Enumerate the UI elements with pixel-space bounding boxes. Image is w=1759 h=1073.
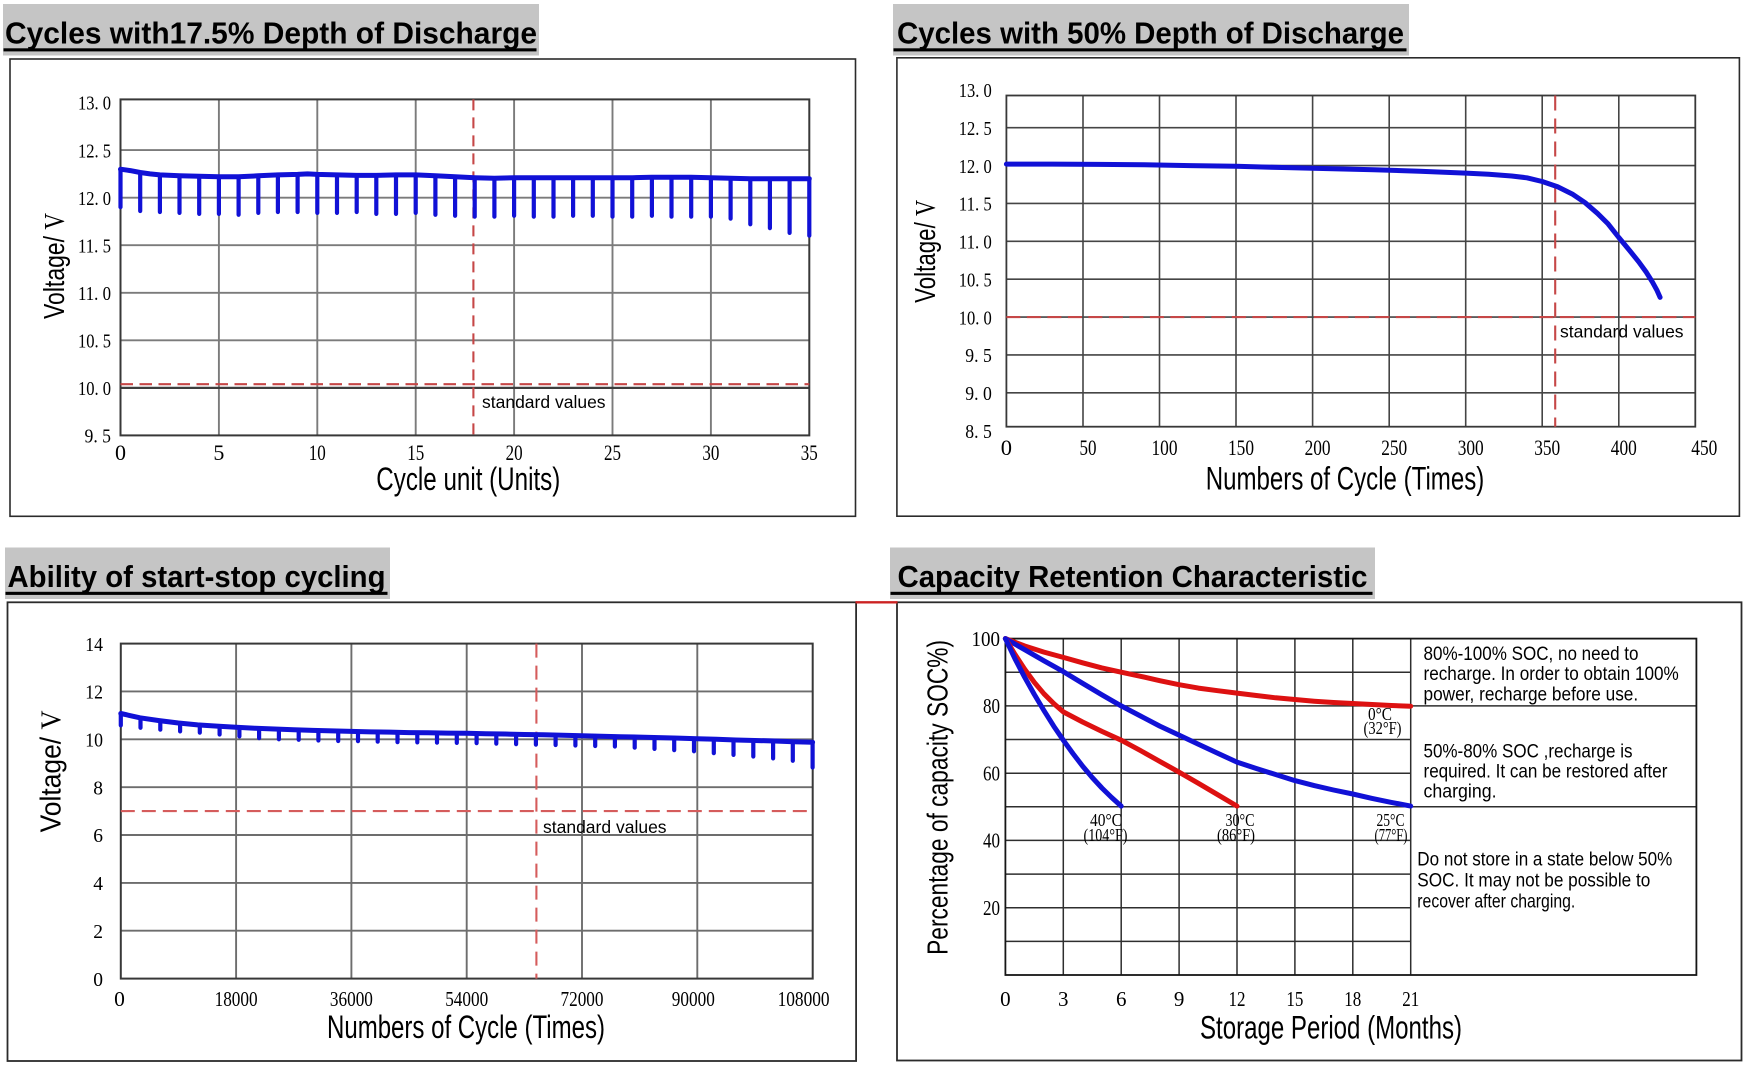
svg-text:4: 4 (93, 874, 103, 895)
svg-text:0°C: 0°C (1368, 704, 1392, 724)
svg-text:recover after charging.: recover after charging. (1417, 890, 1575, 912)
svg-text:14: 14 (85, 635, 103, 656)
svg-text:Do not store in a state below: Do not store in a state below 50% (1417, 849, 1672, 871)
svg-text:11. 0: 11. 0 (78, 283, 111, 305)
svg-text:15: 15 (407, 440, 424, 465)
svg-text:0: 0 (114, 987, 125, 1011)
svg-text:10: 10 (309, 440, 326, 465)
svg-text:12. 5: 12. 5 (78, 140, 111, 162)
svg-text:Voltage/ V: Voltage/ V (910, 200, 942, 303)
svg-text:100: 100 (1152, 435, 1178, 460)
svg-text:0: 0 (1001, 435, 1012, 460)
svg-text:35: 35 (801, 440, 818, 465)
svg-text:11. 0: 11. 0 (959, 232, 992, 254)
svg-text:54000: 54000 (445, 987, 488, 1011)
svg-text:40°C: 40°C (1090, 810, 1122, 830)
svg-text:standard values: standard values (543, 817, 667, 837)
svg-text:Ability of start-stop cycling: Ability of start-stop cycling (8, 560, 386, 594)
svg-text:30°C: 30°C (1226, 810, 1255, 830)
svg-text:100: 100 (972, 627, 1001, 651)
svg-text:Voltage/ V: Voltage/ V (39, 213, 71, 319)
svg-text:3: 3 (1058, 987, 1069, 1011)
svg-text:0: 0 (1000, 987, 1011, 1011)
svg-text:25: 25 (604, 440, 621, 465)
svg-text:400: 400 (1611, 435, 1637, 460)
svg-text:Cycle unit (Units): Cycle unit (Units) (376, 461, 560, 497)
svg-text:80%-100% SOC, no need to: 80%-100% SOC, no need to (1424, 643, 1639, 665)
svg-text:30: 30 (702, 440, 719, 465)
svg-text:(32°F): (32°F) (1364, 718, 1402, 738)
svg-text:350: 350 (1534, 435, 1560, 460)
svg-text:2: 2 (93, 922, 103, 943)
svg-text:18: 18 (1344, 987, 1361, 1011)
svg-text:12. 0: 12. 0 (78, 188, 111, 210)
svg-text:Cycles with 50% Depth of Disch: Cycles with 50% Depth of Discharge (897, 17, 1404, 51)
svg-text:10. 0: 10. 0 (959, 307, 992, 329)
svg-text:20: 20 (506, 440, 523, 465)
svg-text:9. 5: 9. 5 (965, 345, 992, 367)
svg-text:0: 0 (115, 440, 126, 465)
svg-text:Voltage/ V: Voltage/ V (36, 710, 68, 832)
svg-text:0: 0 (93, 970, 103, 991)
svg-text:450: 450 (1691, 435, 1717, 460)
svg-text:power, recharge before use.: power, recharge before use. (1424, 684, 1639, 706)
svg-text:36000: 36000 (330, 987, 373, 1011)
svg-text:50%-80% SOC ,recharge is: 50%-80% SOC ,recharge is (1424, 740, 1633, 762)
svg-text:10. 5: 10. 5 (959, 269, 992, 291)
svg-text:standard values: standard values (1560, 322, 1684, 342)
svg-text:10. 5: 10. 5 (78, 331, 111, 353)
svg-text:Storage Period (Months): Storage Period (Months) (1200, 1010, 1462, 1046)
svg-text:Percentage of capacity SOC%): Percentage of capacity SOC%) (923, 640, 955, 955)
svg-text:charging.: charging. (1424, 781, 1497, 803)
svg-text:60: 60 (983, 761, 1000, 785)
svg-text:required. It can be restored a: required. It can be restored after (1424, 760, 1668, 782)
svg-text:standard values: standard values (482, 392, 606, 412)
svg-text:15: 15 (1286, 987, 1303, 1011)
svg-text:25°C: 25°C (1377, 810, 1405, 830)
svg-text:Cycles with17.5% Depth of Disc: Cycles with17.5% Depth of Discharge (5, 17, 537, 51)
svg-text:(104°F): (104°F) (1084, 825, 1128, 845)
svg-text:72000: 72000 (561, 987, 604, 1011)
svg-text:40: 40 (983, 829, 1000, 853)
svg-text:90000: 90000 (672, 987, 715, 1011)
svg-text:9. 0: 9. 0 (965, 383, 992, 405)
svg-text:6: 6 (1116, 987, 1127, 1011)
svg-text:18000: 18000 (215, 987, 258, 1011)
svg-text:9. 5: 9. 5 (85, 426, 112, 448)
svg-text:12: 12 (1229, 987, 1246, 1011)
svg-text:Capacity Retention Characteris: Capacity Retention Characteristic (898, 560, 1368, 594)
svg-text:12: 12 (85, 683, 103, 704)
svg-text:108000: 108000 (778, 987, 830, 1011)
svg-text:13. 0: 13. 0 (959, 80, 992, 102)
svg-text:11. 5: 11. 5 (78, 235, 111, 257)
svg-text:50: 50 (1080, 435, 1097, 460)
svg-text:8: 8 (93, 778, 103, 799)
svg-text:Numbers of Cycle (Times): Numbers of Cycle (Times) (1206, 461, 1485, 497)
svg-text:9: 9 (1174, 987, 1185, 1011)
svg-text:250: 250 (1381, 435, 1407, 460)
svg-text:11. 5: 11. 5 (959, 194, 992, 216)
svg-text:Numbers of Cycle (Times): Numbers of Cycle (Times) (327, 1009, 605, 1045)
svg-text:6: 6 (93, 826, 103, 847)
svg-text:150: 150 (1228, 435, 1254, 460)
svg-text:(86°F): (86°F) (1217, 825, 1255, 845)
svg-text:12. 5: 12. 5 (959, 118, 992, 140)
svg-text:13. 0: 13. 0 (78, 92, 111, 114)
svg-text:20: 20 (983, 896, 1000, 920)
svg-text:300: 300 (1458, 435, 1484, 460)
svg-text:21: 21 (1402, 987, 1419, 1011)
svg-text:10: 10 (85, 731, 103, 752)
svg-text:10. 0: 10. 0 (78, 378, 111, 400)
svg-text:SOC. It may not be possible to: SOC. It may not be possible to (1417, 869, 1650, 891)
svg-text:8. 5: 8. 5 (965, 421, 992, 443)
svg-text:5: 5 (213, 440, 224, 465)
svg-text:200: 200 (1305, 435, 1331, 460)
svg-text:80: 80 (983, 694, 1000, 718)
svg-text:recharge. In order to obtain 1: recharge. In order to obtain 100% (1424, 663, 1679, 685)
svg-text:12. 0: 12. 0 (959, 156, 992, 178)
svg-text:(77°F): (77°F) (1375, 825, 1408, 845)
